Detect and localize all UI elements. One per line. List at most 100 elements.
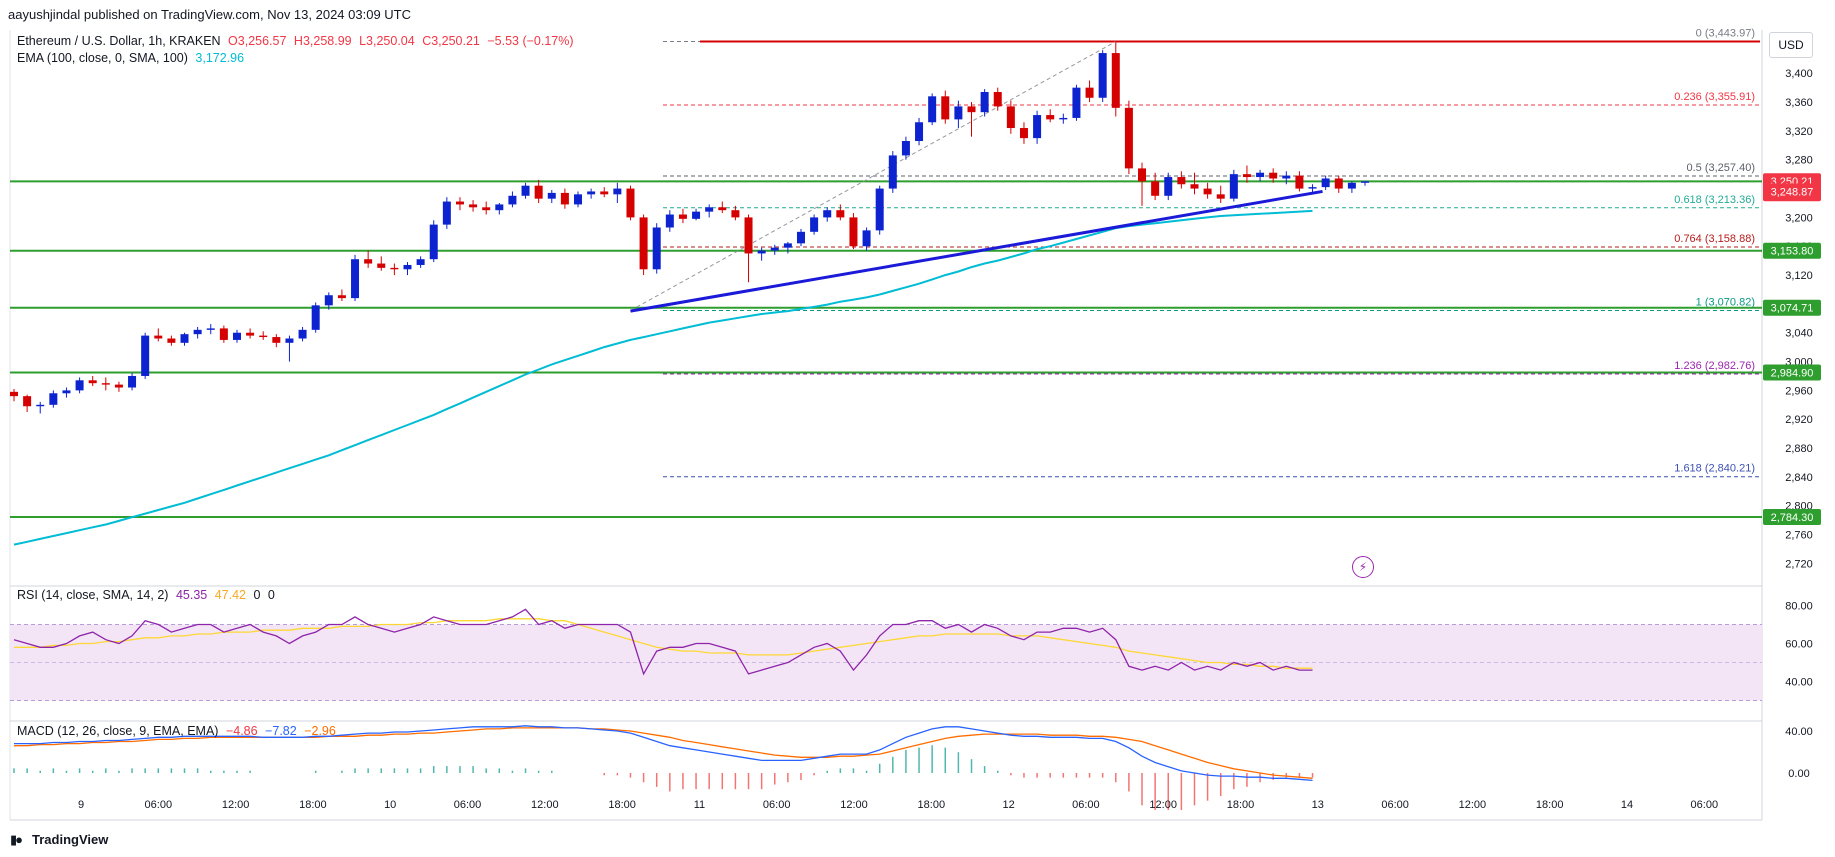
candle (390, 263, 399, 276)
candle-body (1177, 177, 1186, 185)
time-tick-label: 9 (78, 799, 84, 811)
time-tick-label: 12:00 (1459, 799, 1487, 811)
candle-body (403, 264, 412, 270)
candle-body (718, 207, 727, 211)
candle-body (1334, 178, 1343, 189)
candle-body (757, 250, 766, 254)
candle-body (62, 390, 71, 394)
rsi-extra-1: 0 (253, 588, 261, 602)
price-tag-bg (1763, 299, 1821, 316)
time-tick-label: 06:00 (1381, 799, 1409, 811)
candle (167, 335, 176, 346)
fib-label: 1.236 (2,982.76) (1674, 360, 1755, 372)
candle-body (1361, 181, 1369, 183)
candle (1033, 110, 1042, 144)
candle-body (600, 191, 609, 195)
candle (455, 197, 464, 211)
candle (1203, 182, 1212, 199)
candle-body (1190, 184, 1199, 189)
macd-tick-label: 40.00 (1785, 726, 1813, 738)
candle (10, 388, 18, 402)
candle-body (167, 338, 176, 343)
candle (626, 185, 635, 221)
candle-body (1124, 107, 1133, 169)
time-tick-label: 13 (1312, 799, 1324, 811)
ohlc-open: O3,256.57 (228, 34, 287, 48)
candle-body (1269, 172, 1278, 179)
candle (1256, 169, 1265, 182)
candle-body (888, 155, 897, 189)
tv-brand-text: TradingView (32, 832, 109, 847)
rsi-value: 45.35 (175, 588, 208, 602)
candle (980, 89, 989, 117)
tradingview-logo[interactable]: ▮● TradingView (10, 832, 108, 848)
candle-body (1138, 168, 1147, 182)
candle (823, 207, 832, 222)
candle (1321, 175, 1330, 191)
candle-body (88, 380, 97, 384)
candle (1164, 172, 1173, 201)
candle (560, 188, 569, 209)
candle (1019, 122, 1028, 144)
candle (875, 185, 884, 235)
candle-body (495, 204, 504, 211)
candle-body (1282, 175, 1291, 179)
candle-body (272, 337, 281, 343)
candle (259, 331, 268, 340)
candle-body (1295, 175, 1304, 189)
price-tag: 3,074.71 (1763, 299, 1821, 316)
macd-hist-value: −4.86 (225, 724, 258, 738)
candle-body (665, 214, 674, 228)
candle-body (1059, 117, 1068, 120)
time-tick-label: 06:00 (1072, 799, 1100, 811)
price-tag-label: 3,074.71 (1771, 303, 1814, 315)
candle (246, 328, 255, 339)
candle-body (639, 217, 648, 270)
candle (1282, 171, 1291, 185)
candle-body (901, 141, 910, 156)
candle (639, 214, 648, 276)
currency-button[interactable]: USD (1769, 32, 1813, 58)
candle (482, 201, 491, 215)
candle (1085, 80, 1094, 103)
lightning-icon[interactable]: ⚡ (1352, 556, 1374, 578)
candle (219, 325, 228, 343)
candle-body (1256, 172, 1265, 178)
symbol-title: Ethereum / U.S. Dollar, 1h, KRAKEN (17, 34, 221, 48)
candle (311, 302, 320, 333)
candle-body (836, 210, 845, 218)
time-tick-label: 12:00 (1149, 799, 1177, 811)
candle (429, 220, 438, 263)
price-tag-label: 2,784.30 (1771, 512, 1814, 524)
candle-body (259, 335, 268, 338)
candle-body (692, 211, 701, 219)
candle-body (770, 247, 779, 251)
candle (180, 332, 189, 346)
candle-body (23, 396, 32, 407)
candle-body (626, 188, 635, 218)
candle (141, 332, 150, 379)
price-tick-label: 2,760 (1785, 530, 1813, 542)
ema-line (13, 209, 1313, 546)
candle (888, 151, 897, 193)
candle-body (1229, 174, 1238, 199)
candle-body (967, 106, 976, 113)
time-tick-label: 18:00 (918, 799, 946, 811)
candle (941, 90, 950, 124)
candle-body (49, 393, 58, 405)
candle (587, 188, 596, 199)
time-tick-label: 14 (1621, 799, 1633, 811)
candle (810, 214, 819, 235)
candle (469, 200, 478, 212)
candle-body (875, 188, 884, 231)
candle-body (351, 259, 360, 299)
trendline (630, 189, 1323, 313)
price-tag: 2,984.90 (1763, 364, 1821, 381)
rsi-tick-label: 40.00 (1785, 677, 1813, 689)
candle-body (390, 267, 399, 270)
time-tick-label: 18:00 (608, 799, 636, 811)
candle (613, 182, 622, 203)
candle (1124, 100, 1133, 175)
fib-label: 0 (3,443.97) (1696, 28, 1755, 40)
